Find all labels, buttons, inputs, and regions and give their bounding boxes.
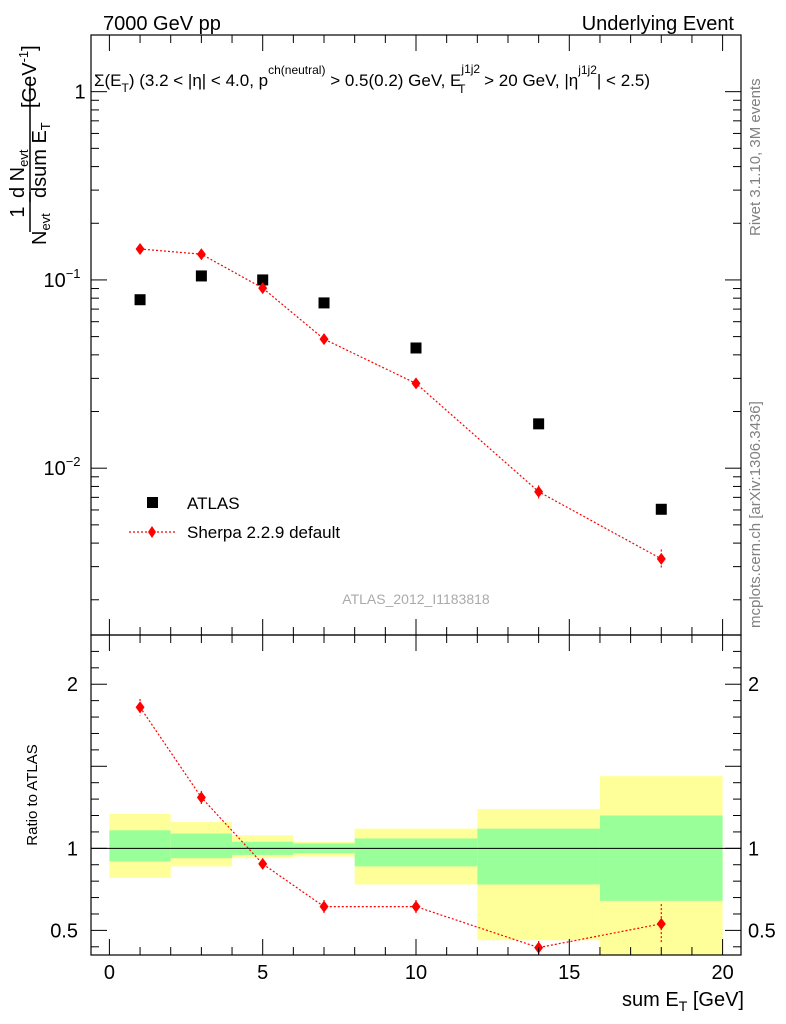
y-label-dsum: dsum ET [29,122,53,198]
y-label-unit: [GeV-1] [16,45,41,108]
atlas-data-point [195,270,207,282]
ratio-sherpa-data-point [319,900,329,913]
ratio-sherpa-data-point [196,791,206,804]
sherpa-data-point [411,377,421,390]
atlas-data-point [257,274,269,286]
ratio-sherpa-data-point [411,900,421,913]
header-right-label: Underlying Event [582,13,735,35]
main-frame [90,34,742,636]
y-label-n-evt: Nevt [29,213,53,245]
main-y-tick-label: 10−2 [43,454,80,480]
x-axis-label: sum ET [GeV] [622,989,744,1014]
ratio-stat-uncertainty-band [170,833,233,859]
sherpa-data-point [258,282,268,295]
legend-atlas-label: ATLAS [187,494,240,513]
y-label-fraction-numerator: 1 [7,206,29,217]
ratio-sherpa-data-point [656,917,666,930]
main-y-tick-label: 10−1 [43,266,80,292]
main-y-tick-label: 1 [74,82,85,104]
ratio-stat-uncertainty-band [599,815,723,901]
selection-label: Σ(ET) (3.2 < |η| < 4.0, pch(neutral) > 0… [94,62,650,96]
ratio-stat-uncertainty-band [477,828,600,885]
x-tick-label: 0 [104,962,115,984]
main-y-axis-label: 1 Nevt d Nevt dsum ET [GeV-1] [7,45,53,245]
ratio-y-tick-label: 0.5 [50,920,78,942]
ratio-y-tick-label-right: 0.5 [748,920,776,942]
ratio-y-tick-label-right: 1 [748,838,759,860]
rivet-version-label: Rivet 3.1.10, 3M events [747,78,764,236]
atlas-data-point [318,297,330,309]
ratio-y-tick-label: 1 [67,838,78,860]
ratio-frame [90,634,742,956]
ratio-y-axis-label: Ratio to ATLAS [24,744,41,845]
legend-atlas-marker [147,497,158,508]
sherpa-data-point [135,242,145,255]
ratio-plot-area: 0.5 0.51 12 20 5 10 15 20 [50,634,776,984]
sherpa-data-point [656,552,666,565]
ratio-sherpa-data-point [135,701,145,714]
y-label-dn: d Nevt [7,149,31,198]
x-tick-label: 20 [711,962,733,984]
atlas-data-point [410,342,422,354]
mcplots-reference-label: mcplots.cern.ch [arXiv:1306.3436] [747,401,764,628]
legend: ATLAS Sherpa 2.2.9 default [129,494,340,542]
analysis-id-label: ATLAS_2012_I1183818 [342,591,490,607]
header-left-label: 7000 GeV pp [103,13,221,35]
sherpa-data-point [319,333,329,346]
legend-sherpa-label: Sherpa 2.2.9 default [187,523,340,542]
main-plot-area: 1 10−1 10−2 [43,34,742,636]
x-tick-label: 5 [257,962,268,984]
x-tick-label: 10 [405,962,427,984]
atlas-data-point [134,294,146,306]
sherpa-data-point [196,248,206,261]
ratio-stat-uncertainty-band [109,830,171,862]
atlas-data-point [533,418,545,430]
ratio-stat-uncertainty-band [354,838,478,867]
ratio-sherpa-data-point [258,857,268,870]
legend-sherpa-marker [148,526,156,538]
sherpa-data-point [534,485,544,498]
x-tick-label: 15 [558,962,580,984]
ratio-y-tick-label: 2 [67,674,78,696]
atlas-data-point [655,503,667,515]
ratio-y-tick-label-right: 2 [748,674,759,696]
